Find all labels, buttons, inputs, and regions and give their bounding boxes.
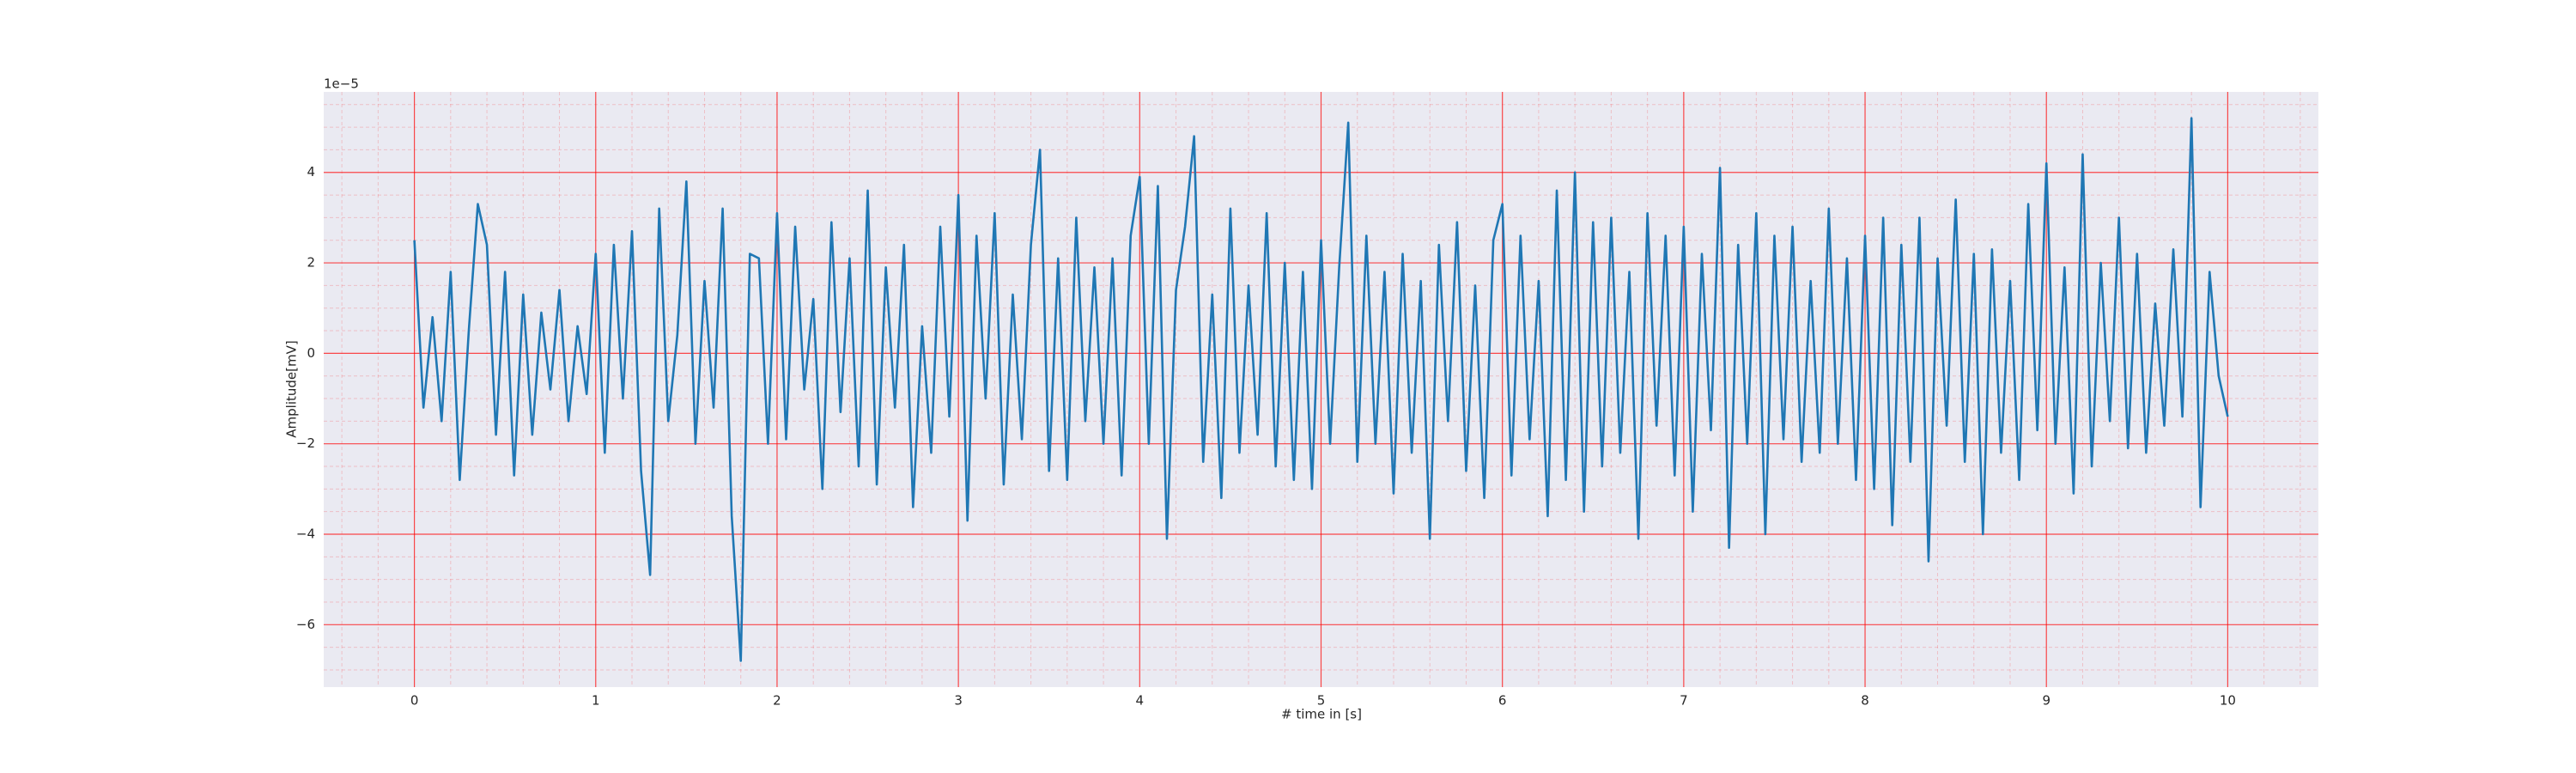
- y-tick-label: −2: [296, 435, 315, 451]
- x-tick-label: 5: [1317, 693, 1326, 709]
- x-tick-label: 0: [410, 693, 419, 709]
- x-tick-label: 1: [592, 693, 600, 709]
- x-axis-label: # time in [s]: [1281, 707, 1362, 722]
- y-tick-label: 2: [307, 255, 315, 271]
- x-tick-label: 8: [1861, 693, 1869, 709]
- x-tick-label: 10: [2220, 693, 2236, 709]
- y-tick-label: −6: [296, 617, 315, 632]
- x-tick-label: 4: [1136, 693, 1145, 709]
- y-axis-label: Amplitude[mV]: [284, 340, 300, 437]
- plot-area: [324, 92, 2318, 687]
- x-tick-label: 3: [954, 693, 963, 709]
- x-tick-label: 6: [1498, 693, 1507, 709]
- x-tick-label: 7: [1680, 693, 1688, 709]
- offset-text: 1e−5: [324, 76, 359, 92]
- signal-line: [413, 117, 2229, 662]
- y-tick-label: 0: [307, 345, 315, 361]
- x-tick-label: 2: [773, 693, 781, 709]
- y-tick-label: −4: [296, 526, 315, 542]
- y-tick-label: 4: [307, 164, 315, 180]
- x-tick-label: 9: [2042, 693, 2050, 709]
